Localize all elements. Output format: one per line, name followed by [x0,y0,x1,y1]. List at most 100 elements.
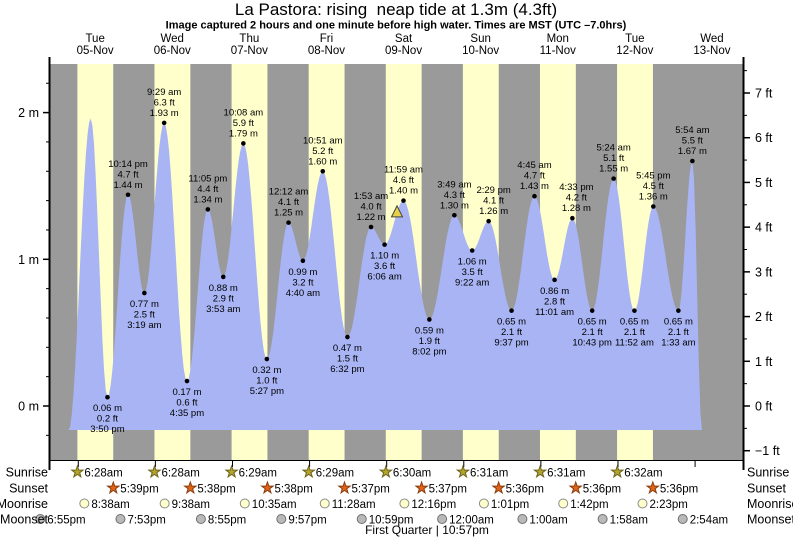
tide-point-dot [300,258,306,264]
tide-point-label-low: 2.1 ft [624,327,645,338]
tide-point-dot [401,198,406,203]
sunset-time: 5:38pm [274,484,312,496]
tide-point-dot [611,176,616,181]
day-date-label: 13-Nov [693,45,730,57]
moonrise-circle-icon [79,498,90,509]
moonrise-row-label-left: Moonrise [0,497,48,511]
tide-point-label-low: 0.77 m [130,299,159,310]
tide-point-label-high: 1.43 m [520,181,549,192]
y-right-tick-label: 1 ft [755,355,773,369]
tide-area [68,118,703,430]
y-right-tick-label: −1 ft [755,444,780,458]
tide-point-label-low: 0.2 ft [97,414,118,425]
day-weekday-label: Fri [320,33,333,45]
tide-point-label-low: 10:43 pm [572,338,612,349]
tide-point-label-high: 1.67 m [678,146,707,157]
tide-point-label-high: 9:29 am [147,87,181,98]
tide-point-dot [205,207,211,212]
day-date-label: 06-Nov [154,45,191,57]
sunset-star-icon [568,480,583,495]
moonset-time: 7:53pm [127,515,165,527]
tide-point-label-high: 5.2 ft [312,146,333,157]
moonset-circle-icon [35,514,46,524]
y-left-tick-label: 1 m [18,253,39,267]
y-left-tick-label: 2 m [18,106,39,120]
sunset-row-label-left: Sunset [9,482,48,496]
y-right-tick-label: 7 ft [755,87,773,101]
sunset-star-icon [106,480,121,495]
sunset-star-icon [183,480,198,495]
tide-point-dot [676,308,681,313]
tide-point-label-high: 1.93 m [150,108,179,119]
sunrise-star-icon [224,464,239,479]
tide-point-label-high: 1.79 m [229,128,258,139]
tide-point-label-low: 0.65 m [620,317,649,328]
tide-point-label-low: 5:27 pm [250,386,284,397]
moonset-time: 10:59pm [369,515,414,527]
tide-point-label-high: 3:49 am [437,179,471,190]
tide-point-label-low: 11:01 am [535,307,574,318]
tide-point-dot [382,242,387,247]
day-weekday-label: Wed [161,33,184,45]
tide-point-label-low: 2.8 ft [544,296,565,307]
moonset-circle-icon [677,514,688,524]
tide-point-dot [690,158,695,164]
tide-point-dot [241,141,246,146]
moonrise-time: 1:42pm [570,499,608,511]
tide-point-dot [264,356,270,362]
day-date-label: 08-Nov [308,45,345,57]
tide-point-label-high: 4:45 am [517,160,551,171]
tide-point-dot [570,215,575,221]
tide-point-label-high: 5:54 am [675,125,709,136]
tide-point-label-high: 1.34 m [193,194,222,205]
sunset-time: 5:38pm [197,484,235,496]
tide-point-label-high: 4.6 ft [393,175,414,186]
moonrise-circle-icon [239,498,250,509]
tide-point-label-low: 2.9 ft [213,293,234,304]
day-weekday-label: Tue [85,33,104,45]
tide-point-label-low: 3:53 am [206,304,240,315]
sunrise-star-icon [147,464,162,479]
sunset-time: 5:37pm [429,484,467,496]
capture-time-marker-icon [390,204,404,218]
tide-point-label-low: 4:35 pm [170,408,204,419]
moonset-circle-icon [356,514,367,524]
tide-point-label-high: 1.22 m [357,212,386,223]
moonrise-time: 1:01pm [491,499,529,511]
tide-point-label-low: 6:06 am [367,272,401,283]
tide-point-dot [651,204,656,209]
moonset-circle-icon [195,514,206,524]
tide-point-dot [509,308,514,313]
tide-point-label-high: 1.44 m [114,180,143,191]
tide-point-label-low: 0.65 m [578,317,607,328]
day-date-label: 07-Nov [231,45,268,57]
tide-point-label-high: 5:24 am [596,143,630,154]
tide-point-label-high: 12:12 am [269,187,309,198]
tide-point-dot [469,248,475,253]
tide-point-dot [220,274,226,280]
sunrise-time: 6:29am [316,468,354,480]
tide-point-label-low: 1.9 ft [419,336,440,347]
sunrise-time: 6:32am [624,468,662,480]
tide-point-dot [320,168,326,174]
sunrise-star-icon [70,464,85,479]
tide-point-dot [632,308,637,313]
y-right-tick-label: 2 ft [755,310,773,324]
tide-point-label-high: 10:08 am [224,107,264,118]
y-right-tick-label: 0 ft [755,400,773,414]
tide-point-label-high: 2:29 pm [476,185,510,196]
tide-point-label-low: 0.17 m [172,387,201,398]
tide-point-label-low: 3.5 ft [462,267,483,278]
moonset-circle-icon [517,514,528,524]
moonset-row-label-left: Moonset [0,513,48,527]
day-date-label: 10-Nov [462,45,499,57]
moonrise-time: 11:28am [332,499,376,511]
tide-point-label-high: 4.3 ft [444,190,465,201]
sunset-star-icon [645,480,660,495]
tide-point-label-high: 11:05 pm [188,173,227,184]
tide-point-label-high: 1.36 m [639,191,668,202]
sunrise-star-icon [301,464,316,479]
sunrise-time: 6:28am [161,468,199,480]
moonrise-circle-icon [637,498,648,509]
